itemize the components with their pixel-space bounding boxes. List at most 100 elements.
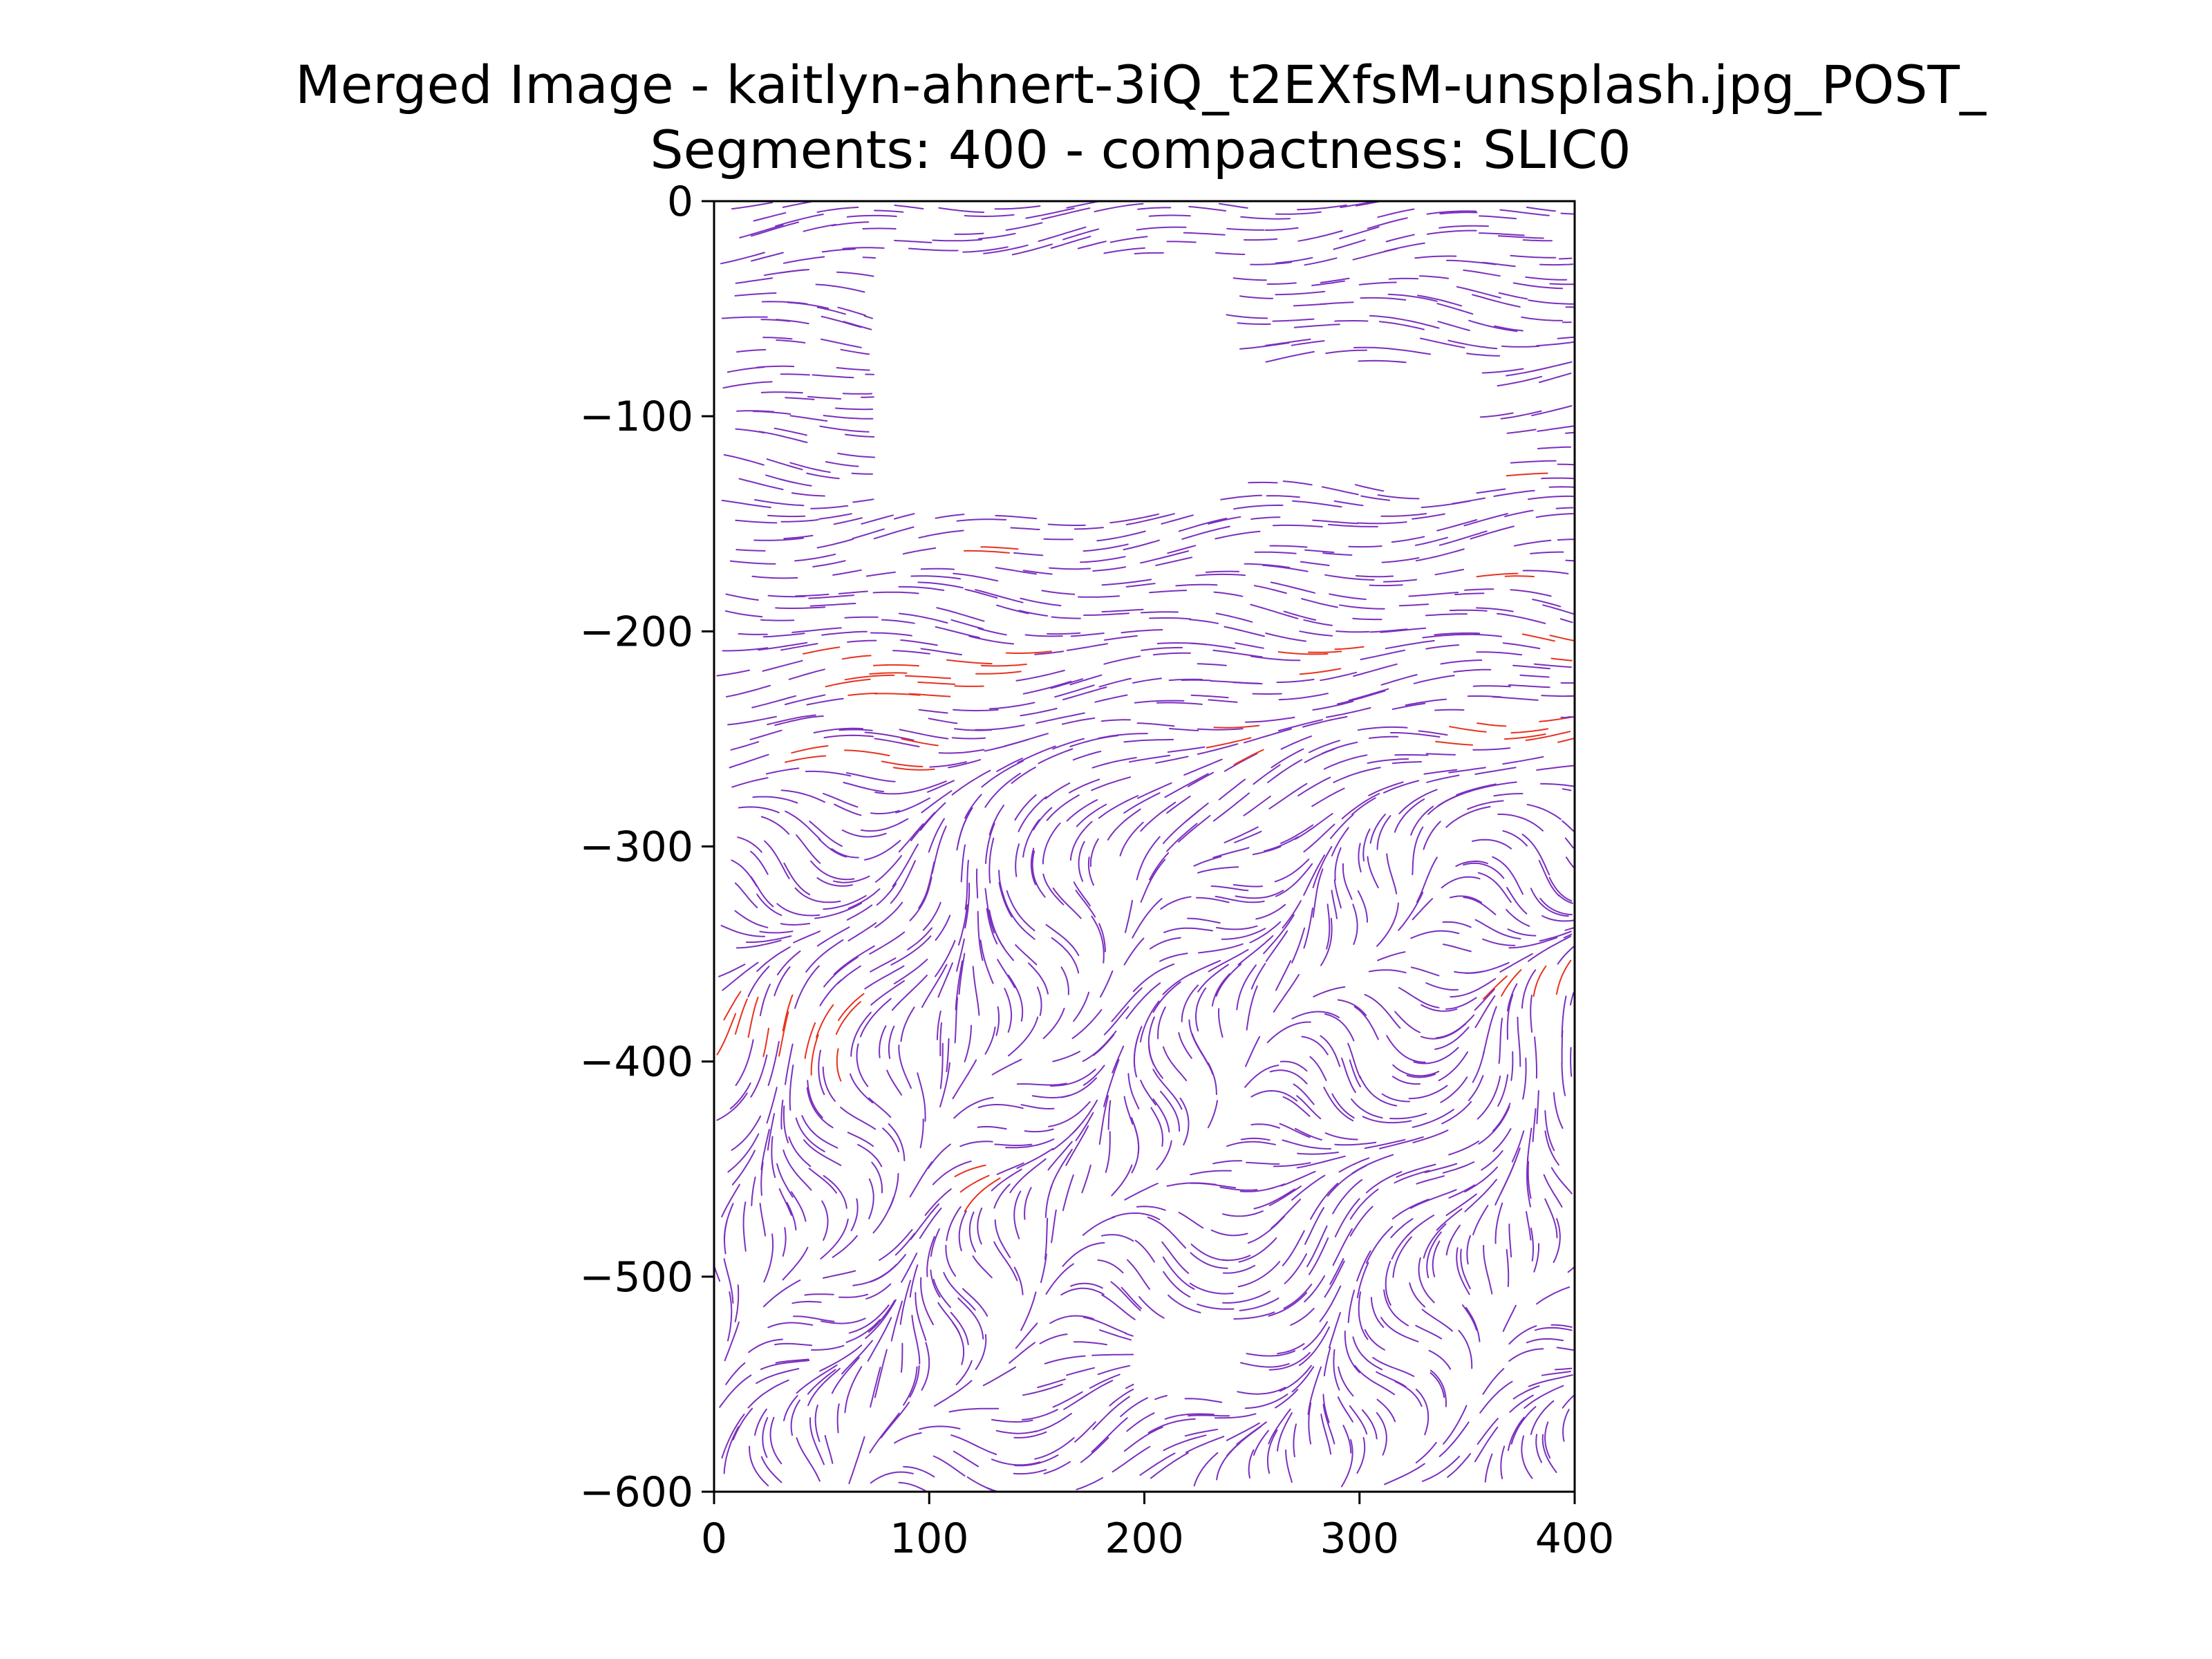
stream-line (881, 619, 915, 624)
stream-line (780, 923, 811, 926)
stream-line (868, 1097, 892, 1118)
stream-line (1453, 668, 1492, 673)
stream-line (977, 1104, 1024, 1109)
stream-line (1123, 792, 1161, 814)
stream-line (1250, 261, 1293, 265)
stream-line (1541, 915, 1575, 922)
stream-line (738, 632, 768, 635)
stream-line (898, 823, 924, 853)
stream-line (1253, 1430, 1269, 1456)
stream-line (1140, 550, 1189, 564)
stream-line (1494, 1159, 1517, 1206)
stream-line (1484, 1453, 1493, 1483)
stream-line-high (869, 672, 908, 675)
stream-line (1560, 716, 1575, 719)
stream-line (991, 1168, 1022, 1192)
stream-line (890, 1300, 903, 1342)
stream-line (1226, 314, 1268, 319)
stream-line (874, 738, 920, 748)
stream-line (1352, 1336, 1383, 1371)
stream-line (1479, 1380, 1513, 1414)
stream-line (1553, 1091, 1564, 1130)
stream-line (778, 1188, 792, 1216)
stream-line (1082, 1030, 1117, 1062)
stream-line (1438, 1421, 1470, 1457)
stream-line (1166, 823, 1198, 852)
stream-line (1169, 728, 1199, 731)
stream-line (1211, 973, 1230, 1006)
stream-line (937, 962, 953, 998)
stream-line (1320, 917, 1333, 966)
stream-line (1460, 1248, 1471, 1289)
stream-line (1364, 1138, 1406, 1150)
stream-line (774, 966, 791, 997)
stream-line (1413, 675, 1455, 684)
stream-line (1036, 986, 1042, 1016)
stream-line (920, 648, 962, 656)
stream-line (1213, 591, 1244, 597)
stream-line (796, 834, 821, 864)
stream-line (921, 1342, 930, 1391)
x-tick-label: 300 (1320, 1515, 1399, 1563)
stream-line (1181, 525, 1230, 540)
stream-line (1031, 850, 1046, 898)
stream-line (938, 749, 985, 754)
stream-line (1478, 232, 1525, 236)
stream-line (767, 1113, 776, 1151)
stream-line (1562, 1395, 1575, 1409)
stream-line (721, 316, 768, 319)
stream-line (756, 893, 782, 917)
stream-line (1477, 1076, 1501, 1120)
stream-line (984, 1027, 996, 1055)
stream-line (1244, 238, 1278, 241)
stream-line (1333, 500, 1364, 507)
stream-line (1539, 263, 1574, 266)
stream-line (1304, 1275, 1326, 1303)
stream-line (1481, 1150, 1503, 1171)
stream-line (964, 859, 969, 910)
stream-line (1349, 1206, 1374, 1237)
stream-line (734, 882, 758, 908)
stream-line (1394, 798, 1425, 833)
stream-line (1437, 789, 1472, 807)
stream-line (1105, 1131, 1111, 1173)
x-tick-label: 0 (701, 1515, 727, 1563)
stream-line (962, 246, 1009, 253)
stream-line (1136, 226, 1187, 231)
stream-line (1198, 943, 1244, 954)
stream-line (1341, 1058, 1356, 1094)
stream-line (722, 381, 773, 389)
stream-line (1136, 1206, 1166, 1211)
stream-line (1358, 843, 1362, 873)
stream-line (842, 393, 873, 395)
stream-line (791, 627, 842, 633)
stream-line (1250, 1123, 1280, 1129)
stream-line (956, 518, 1007, 522)
stream-line (1479, 412, 1514, 418)
stream-line (995, 932, 1014, 962)
x-axis: 0 100 200 300 400 (701, 1492, 1614, 1563)
stream-line (1324, 1260, 1345, 1298)
stream-line (1358, 359, 1405, 363)
stream-line (1353, 346, 1392, 350)
stream-line (918, 861, 935, 909)
stream-line (1046, 794, 1080, 821)
stream-line (920, 1277, 934, 1326)
stream-line (1119, 821, 1144, 856)
stream-line (1304, 748, 1335, 763)
stream-line (1215, 612, 1253, 623)
stream-line (1423, 769, 1458, 775)
stream-line (1128, 754, 1171, 763)
stream-line (1184, 1428, 1219, 1437)
stream-line (1561, 1030, 1564, 1065)
stream-line (1042, 822, 1061, 865)
stream-line (764, 840, 790, 879)
stream-line (1507, 928, 1537, 937)
stream-line (1282, 480, 1313, 486)
stream-line (1320, 301, 1354, 305)
stream-line (1249, 921, 1282, 944)
stream-line (1015, 944, 1038, 966)
stream-line (983, 244, 1029, 254)
stream-line (816, 306, 846, 315)
stream-line (1415, 548, 1465, 562)
